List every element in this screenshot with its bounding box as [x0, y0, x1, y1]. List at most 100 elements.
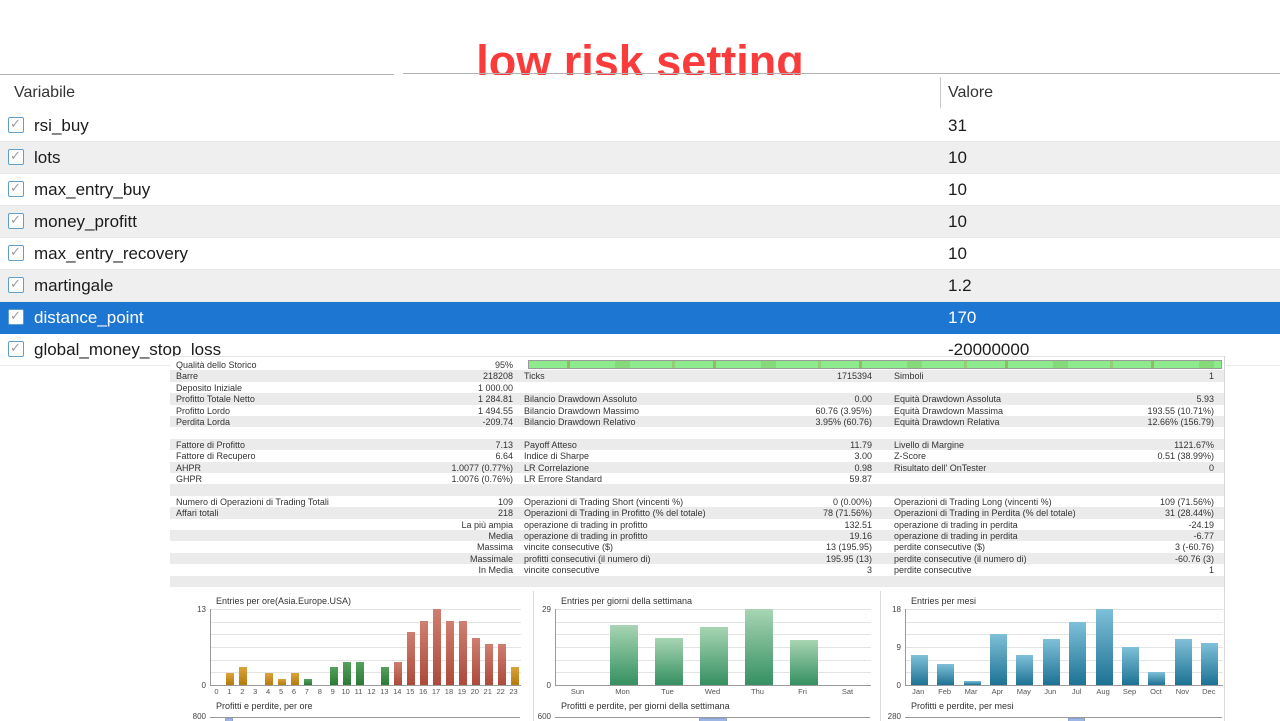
x-axis-tick-label: Nov	[1175, 687, 1190, 696]
param-row-rsi_buy[interactable]: ✓ rsi_buy 31	[0, 110, 1280, 142]
param-name: lots	[34, 148, 61, 167]
checkbox-max_entry_buy[interactable]: ✓	[8, 180, 24, 197]
stat-label: Profitto Lordo	[176, 405, 231, 416]
stats-row: Fattore di Recupero 6.64 Indice di Sharpe 3…	[170, 450, 1224, 462]
y-axis-tick-label: 0	[201, 681, 206, 690]
stat-value: 11.79	[850, 439, 872, 450]
x-axis-tick-label: Sun	[570, 687, 585, 696]
chart-title: Entries per giorni della settimana	[561, 596, 693, 606]
stat-value: 3.00	[854, 451, 872, 462]
stat-value: 0	[1208, 462, 1214, 473]
gridline	[211, 672, 521, 673]
x-axis-tick-label: Aug	[1096, 687, 1110, 696]
bar-4	[265, 673, 274, 685]
x-axis-tick-label: 7	[304, 687, 309, 696]
x-axis-tick-label: 20	[470, 687, 479, 696]
chart-title-partial: Profitti e perdite, per giorni della set…	[561, 701, 730, 711]
checkbox-rsi_buy[interactable]: ✓	[8, 116, 24, 133]
x-axis-tick-label: 18	[444, 687, 454, 696]
bar-5	[278, 679, 287, 685]
x-axis-tick-label: Jun	[1044, 687, 1057, 696]
checkbox-money_profitt[interactable]: ✓	[8, 212, 24, 229]
stats-row: AHPR 1.0077 (0.77%) LR Correlazione 0.98 Ris…	[170, 461, 1224, 473]
stats-row: Media operazione di trading in profitto 19…	[170, 530, 1224, 542]
check-icon: ✓	[10, 308, 21, 323]
param-row-lots[interactable]: ✓ lots 10	[0, 142, 1280, 174]
gridline	[906, 660, 1223, 661]
stat-label: Risultato dell' OnTester	[894, 462, 987, 473]
bar-10	[342, 661, 351, 685]
stats-row: Profitto Totale Netto 1 284.81 Bilancio Dr…	[170, 393, 1224, 405]
x-axis-tick-label: Jul	[1071, 687, 1082, 696]
stat-label: perdite consecutive ($)	[894, 542, 986, 553]
param-value: 10	[948, 148, 967, 167]
stats-row: Barre 218208 Ticks 1715394 Simboli 1	[170, 370, 1224, 382]
param-name: money_profitt	[34, 212, 137, 231]
param-row-max_entry_recovery[interactable]: ✓ max_entry_recovery 10	[0, 238, 1280, 270]
param-row-money_profitt[interactable]: ✓ money_profitt 10	[0, 206, 1280, 238]
stat-label: operazione di trading in perdita	[894, 519, 1018, 530]
stat-label: Numero di Operazioni di Trading Totali	[176, 496, 329, 507]
header-separator-left	[0, 74, 394, 75]
y-axis-tick-label: 0	[896, 681, 901, 690]
param-value: 31	[948, 116, 967, 135]
checkbox-lots[interactable]: ✓	[8, 148, 24, 165]
x-axis-tick-label: Oct	[1150, 687, 1162, 696]
bar-19	[458, 620, 467, 685]
param-row-distance_point[interactable]: ✓ distance_point 170	[0, 302, 1280, 334]
history-quality-bar	[528, 360, 1222, 369]
chart-plot-area	[210, 609, 521, 686]
checkbox-global_money_stop_loss[interactable]: ✓	[8, 340, 24, 357]
gridline	[211, 609, 521, 610]
param-row-martingale[interactable]: ✓ martingale 1.2	[0, 270, 1280, 302]
stat-label: Operazioni di Trading Long (vincenti %)	[894, 496, 1052, 507]
stat-value: 60.76 (3.95%)	[815, 405, 872, 416]
stat-value: 1 494.55	[477, 405, 513, 416]
checkbox-martingale[interactable]: ✓	[8, 276, 24, 293]
stats-row: Perdita Lorda -209.74 Bilancio Drawdown Re…	[170, 416, 1224, 428]
stat-value: 31 (28.44%)	[1164, 508, 1214, 519]
x-axis-tick-label: 5	[278, 687, 284, 696]
stats-row: Profitto Lordo 1 494.55 Bilancio Drawdown …	[170, 404, 1224, 416]
stat-value: 12.66% (156.79)	[1147, 417, 1214, 427]
x-axis-tick-label: 22	[496, 687, 505, 696]
stat-value: 132.51	[844, 519, 872, 530]
stat-label: Affari totali	[176, 508, 219, 519]
x-axis-tick-label: Apr	[991, 687, 1004, 696]
stat-label: operazione di trading in profitto	[524, 531, 648, 541]
stat-label: Livello di Margine	[894, 439, 965, 450]
param-row-max_entry_buy[interactable]: ✓ max_entry_buy 10	[0, 174, 1280, 206]
stats-row: Deposito Iniziale 1 000.00	[170, 381, 1224, 394]
param-name: max_entry_buy	[34, 180, 151, 199]
stat-value: 218	[497, 508, 513, 519]
stat-label: Bilancio Drawdown Relativo	[524, 417, 636, 427]
stat-value: 195.95 (13)	[825, 553, 872, 564]
x-axis-tick-label: 1	[227, 687, 232, 696]
stat-label: Deposito Iniziale	[176, 382, 243, 393]
checkbox-max_entry_recovery[interactable]: ✓	[8, 244, 24, 261]
x-axis-tick-label: 2	[240, 687, 245, 696]
bar-Fri	[789, 640, 818, 685]
stat-value: 1.0076 (0.76%)	[451, 474, 513, 484]
param-value: 10	[948, 244, 967, 263]
x-axis-tick-label: 19	[457, 687, 467, 696]
chart-title: Entries per ore(Asia.Europe.USA)	[216, 596, 352, 606]
y-axis-tick-label: 600	[537, 712, 551, 721]
param-value: -20000000	[948, 340, 1030, 359]
bar-1	[226, 673, 235, 685]
stat-label: Equità Drawdown Massima	[894, 405, 1004, 416]
gridline	[906, 609, 1223, 610]
report-right-edge	[1224, 357, 1225, 721]
chart-title-partial: Profitti e perdite, per ore	[216, 701, 313, 711]
x-axis-tick-label: 11	[354, 687, 363, 696]
stat-label: operazione di trading in perdita	[894, 531, 1018, 541]
stat-value: -60.76 (3)	[1174, 553, 1214, 564]
stat-value: 218208	[482, 371, 513, 382]
gridline	[906, 634, 1223, 635]
check-icon: ✓	[10, 116, 21, 131]
bar-16	[420, 620, 429, 685]
x-axis-tick-label: Fri	[798, 687, 807, 696]
chart-plot-area	[555, 609, 871, 686]
x-axis-tick-label: 0	[214, 687, 219, 696]
checkbox-distance_point[interactable]: ✓	[8, 308, 24, 325]
